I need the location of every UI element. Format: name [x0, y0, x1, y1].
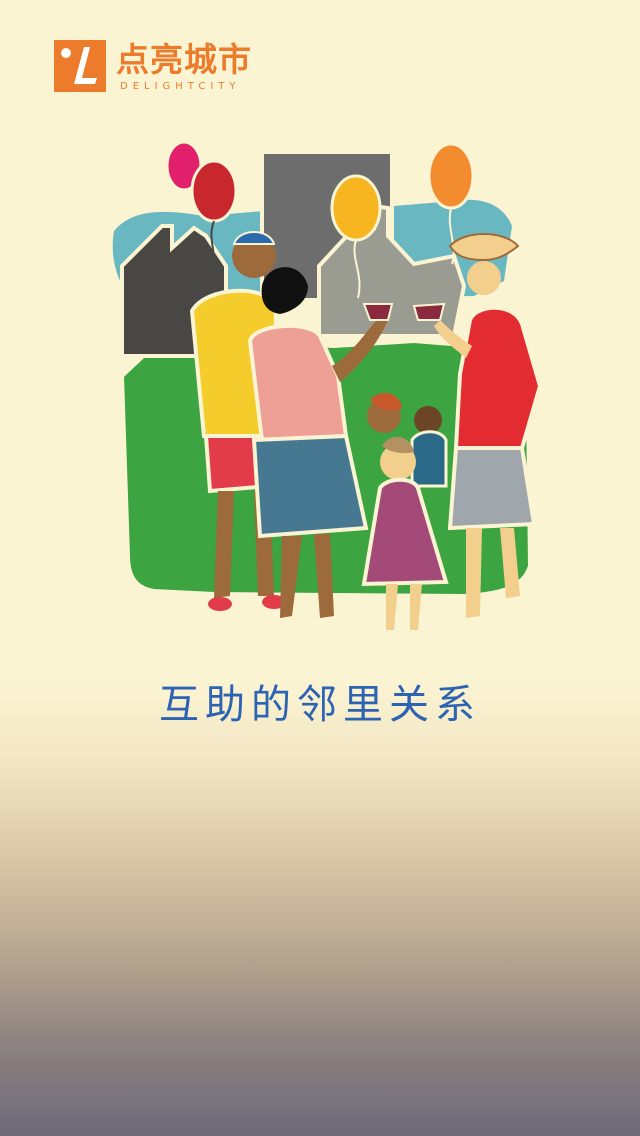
slogan-text: 互助的邻里关系: [159, 682, 481, 728]
logo-icon: [54, 40, 106, 92]
brand-name-en: DELIGHTCITY: [120, 81, 241, 92]
brand-logo: 点亮城市 DELIGHTCITY: [54, 40, 284, 100]
neighbors-gathering-illustration: [94, 136, 550, 636]
brand-name-cn: 点亮城市: [116, 40, 252, 79]
